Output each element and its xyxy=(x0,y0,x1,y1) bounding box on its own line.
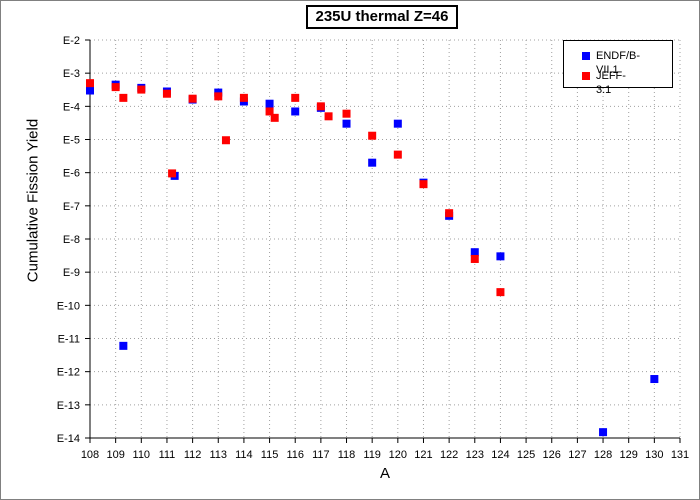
y-tick-label: E-8 xyxy=(63,234,80,246)
x-tick-label: 126 xyxy=(543,449,561,461)
x-tick-label: 121 xyxy=(414,449,432,461)
y-tick-label: E-7 xyxy=(63,201,80,213)
x-tick-label: 118 xyxy=(338,449,356,461)
x-tick-label: 128 xyxy=(594,449,612,461)
legend-swatch-endf xyxy=(582,52,590,60)
x-tick-label: 115 xyxy=(261,449,279,461)
endf-data-point xyxy=(342,119,351,128)
x-tick-label: 108 xyxy=(81,449,99,461)
jeff-data-point xyxy=(239,93,248,102)
endf-data-point xyxy=(599,428,608,437)
jeff-data-point xyxy=(316,102,325,111)
x-tick-label: 117 xyxy=(312,449,330,461)
legend-swatch-jeff xyxy=(582,72,590,80)
x-tick-label: 125 xyxy=(517,449,535,461)
y-tick-label: E-14 xyxy=(57,433,80,445)
y-tick-label: E-2 xyxy=(63,35,80,47)
x-tick-label: 129 xyxy=(620,449,638,461)
jeff-data-point xyxy=(270,113,279,122)
jeff-data-point xyxy=(137,85,146,94)
x-tick-label: 116 xyxy=(286,449,304,461)
endf-data-point xyxy=(86,86,94,95)
jeff-data-point xyxy=(111,83,120,92)
x-tick-label: 131 xyxy=(671,449,689,461)
jeff-data-point xyxy=(393,150,402,159)
jeff-data-point xyxy=(86,79,94,88)
x-tick-label: 110 xyxy=(133,449,151,461)
jeff-data-point xyxy=(162,89,171,98)
endf-data-point xyxy=(265,99,274,108)
x-tick-label: 122 xyxy=(440,449,458,461)
jeff-data-point xyxy=(368,131,377,140)
jeff-data-point xyxy=(119,93,128,102)
x-tick-label: 127 xyxy=(568,449,586,461)
x-tick-label: 124 xyxy=(491,449,509,461)
endf-data-point xyxy=(119,341,128,350)
endf-data-point xyxy=(393,119,402,128)
endf-data-point xyxy=(470,248,479,257)
x-tick-label: 112 xyxy=(184,449,202,461)
x-tick-label: 114 xyxy=(235,449,253,461)
jeff-data-point xyxy=(188,94,197,103)
x-tick-label: 120 xyxy=(389,449,407,461)
legend-label-endf: ENDF/B-VII.1 xyxy=(596,50,640,76)
endf-data-point xyxy=(650,375,659,384)
jeff-data-point xyxy=(342,109,351,118)
y-tick-label: E-6 xyxy=(63,168,80,180)
y-tick-label: E-12 xyxy=(57,367,80,379)
endf-data-point xyxy=(291,107,300,116)
chart-title: 235U thermal Z=46 xyxy=(306,5,458,29)
y-axis-label: Cumulative Fission Yield xyxy=(24,118,42,283)
legend: ENDF/B-VII.1 JEFF-3.1 xyxy=(563,40,673,96)
x-tick-label: 109 xyxy=(106,449,124,461)
endf-data-point xyxy=(368,158,377,167)
y-tick-label: E-3 xyxy=(63,68,80,80)
y-tick-label: E-4 xyxy=(63,101,80,113)
x-tick-label: 119 xyxy=(363,449,381,461)
endf-data-point xyxy=(496,252,505,261)
jeff-data-point xyxy=(221,136,230,145)
jeff-data-point xyxy=(324,112,333,121)
x-tick-label: 123 xyxy=(466,449,484,461)
y-tick-label: E-13 xyxy=(57,400,80,412)
legend-label-jeff: JEFF-3.1 xyxy=(596,70,626,96)
y-tick-label: E-11 xyxy=(58,334,80,346)
y-tick-label: E-9 xyxy=(63,267,80,279)
jeff-data-point xyxy=(445,209,454,218)
jeff-data-point xyxy=(168,169,177,178)
x-axis-label: A xyxy=(379,465,390,482)
jeff-data-point xyxy=(470,254,479,263)
jeff-data-point xyxy=(419,180,428,189)
x-tick-label: 113 xyxy=(209,449,227,461)
jeff-data-point xyxy=(496,288,505,297)
jeff-data-point xyxy=(291,93,300,102)
x-tick-label: 130 xyxy=(645,449,663,461)
x-tick-label: 111 xyxy=(159,449,176,461)
jeff-data-point xyxy=(265,107,274,116)
y-tick-label: E-10 xyxy=(57,300,80,312)
y-tick-label: E-5 xyxy=(63,135,80,147)
jeff-data-point xyxy=(214,92,223,101)
